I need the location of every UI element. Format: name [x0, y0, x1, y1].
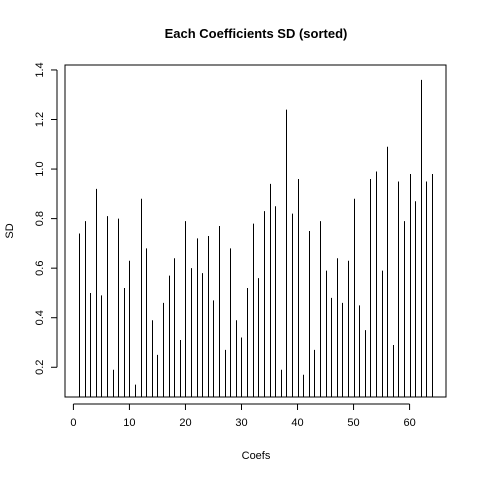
- y-tick-label: 1.2: [34, 112, 46, 127]
- x-tick-label: 0: [70, 417, 76, 429]
- y-tick-label: 0.6: [34, 261, 46, 276]
- x-axis: 0 10 20 30 40 50 60: [70, 403, 416, 429]
- y-tick-label: 1.4: [34, 62, 46, 77]
- y-tick-label: 1.0: [34, 161, 46, 176]
- x-axis-label: Coefs: [242, 450, 271, 462]
- x-tick-label: 40: [291, 417, 303, 429]
- y-tick-label: 0.4: [34, 310, 46, 325]
- x-tick-label: 10: [123, 417, 135, 429]
- y-tick-label: 0.8: [34, 211, 46, 226]
- y-axis-label: SD: [4, 223, 16, 238]
- y-axis: 0.2 0.4 0.6 0.8 1.0 1.2 1.4: [34, 62, 58, 375]
- x-tick-label: 50: [347, 417, 359, 429]
- y-tick-label: 0.2: [34, 360, 46, 375]
- x-tick-label: 30: [235, 417, 247, 429]
- chart-title: Each Coefficients SD (sorted): [165, 26, 348, 41]
- x-tick-label: 60: [403, 417, 415, 429]
- x-tick-label: 20: [179, 417, 191, 429]
- plot-frame: [64, 64, 447, 398]
- bars: [79, 79, 433, 397]
